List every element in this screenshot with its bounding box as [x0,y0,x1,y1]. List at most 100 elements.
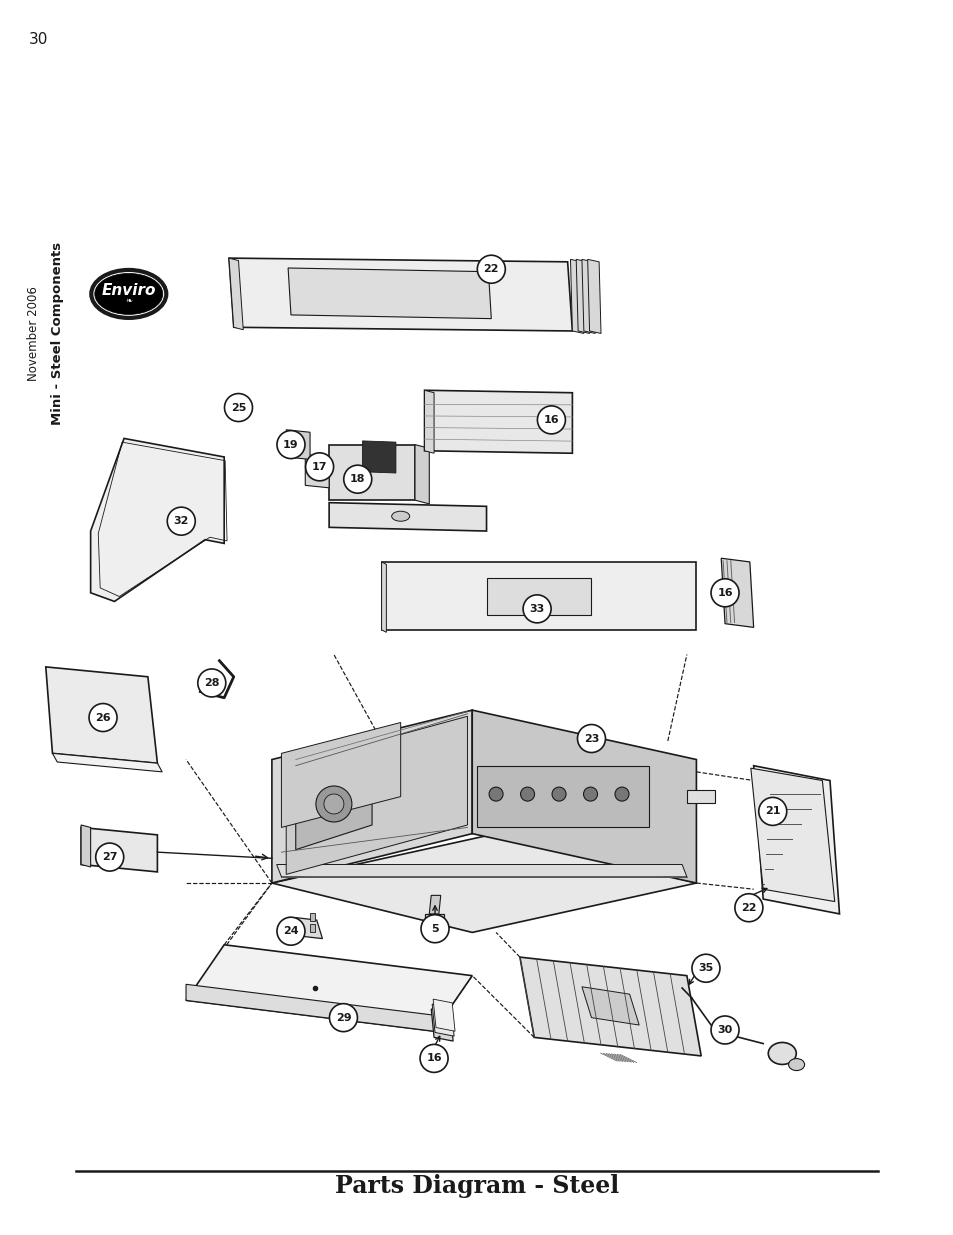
Polygon shape [424,390,434,453]
Text: 35: 35 [698,963,713,973]
Polygon shape [433,999,455,1031]
Circle shape [324,794,343,814]
Polygon shape [91,438,224,601]
Circle shape [420,915,449,942]
Polygon shape [272,834,696,932]
Text: Enviro: Enviro [101,283,156,299]
Text: 33: 33 [529,604,544,614]
Polygon shape [432,1004,454,1036]
Text: 25: 25 [231,403,246,412]
Polygon shape [720,558,753,627]
Polygon shape [286,716,467,874]
Polygon shape [472,710,696,883]
Polygon shape [686,790,715,803]
Circle shape [305,453,334,480]
Polygon shape [750,768,834,902]
Circle shape [276,918,305,945]
Circle shape [615,787,628,802]
Text: 19: 19 [283,440,298,450]
Text: 30: 30 [29,32,48,47]
Polygon shape [305,454,329,488]
Circle shape [520,787,534,802]
Polygon shape [46,667,157,763]
Polygon shape [329,503,486,531]
Polygon shape [415,445,429,504]
Circle shape [552,787,565,802]
Ellipse shape [91,270,166,317]
Polygon shape [229,258,572,331]
Text: 28: 28 [204,678,219,688]
Text: 32: 32 [173,516,189,526]
Circle shape [577,725,605,752]
Circle shape [276,431,305,458]
Circle shape [95,844,124,871]
Circle shape [343,466,372,493]
Text: ❧: ❧ [125,296,132,305]
Text: 27: 27 [102,852,117,862]
Polygon shape [381,562,386,632]
Circle shape [758,798,786,825]
Polygon shape [310,924,314,932]
Text: 29: 29 [335,1013,351,1023]
Circle shape [691,955,720,982]
Polygon shape [281,722,400,827]
Polygon shape [424,914,443,930]
Polygon shape [576,259,589,333]
Polygon shape [81,827,157,872]
Ellipse shape [94,273,163,315]
Polygon shape [587,259,600,333]
Polygon shape [581,259,595,333]
Polygon shape [424,390,572,453]
Polygon shape [581,987,639,1025]
Polygon shape [381,562,696,630]
Ellipse shape [767,1042,796,1065]
Polygon shape [272,710,472,883]
Text: 24: 24 [283,926,298,936]
Text: 22: 22 [740,903,756,913]
Text: 16: 16 [717,588,732,598]
Polygon shape [519,957,700,1056]
Circle shape [476,256,505,283]
Polygon shape [81,825,91,867]
Polygon shape [186,984,434,1031]
Text: 16: 16 [426,1053,441,1063]
Polygon shape [476,766,648,827]
Text: 5: 5 [431,924,438,934]
Circle shape [489,787,502,802]
Polygon shape [286,430,310,459]
Text: 23: 23 [583,734,598,743]
Text: 26: 26 [95,713,111,722]
Text: Parts Diagram - Steel: Parts Diagram - Steel [335,1173,618,1198]
Polygon shape [362,441,395,473]
Polygon shape [429,895,440,914]
Text: 17: 17 [312,462,327,472]
Polygon shape [186,945,472,1031]
Circle shape [734,894,762,921]
Ellipse shape [788,1058,803,1071]
Circle shape [89,704,117,731]
Circle shape [329,1004,357,1031]
Polygon shape [295,760,372,850]
Polygon shape [486,578,591,615]
Text: 30: 30 [717,1025,732,1035]
Polygon shape [431,1009,453,1041]
Polygon shape [288,268,491,319]
Circle shape [167,508,195,535]
Text: 22: 22 [483,264,498,274]
Text: 16: 16 [543,415,558,425]
Circle shape [419,1045,448,1072]
Circle shape [710,579,739,606]
Text: Mini - Steel Components: Mini - Steel Components [51,242,64,425]
Text: 18: 18 [350,474,365,484]
Polygon shape [329,445,415,500]
Circle shape [522,595,551,622]
Text: 21: 21 [764,806,780,816]
Circle shape [315,785,352,823]
Polygon shape [276,864,686,877]
Circle shape [197,669,226,697]
Polygon shape [52,753,162,772]
Text: November 2006: November 2006 [27,287,40,380]
Polygon shape [753,766,839,914]
Ellipse shape [392,511,409,521]
Polygon shape [229,258,243,330]
